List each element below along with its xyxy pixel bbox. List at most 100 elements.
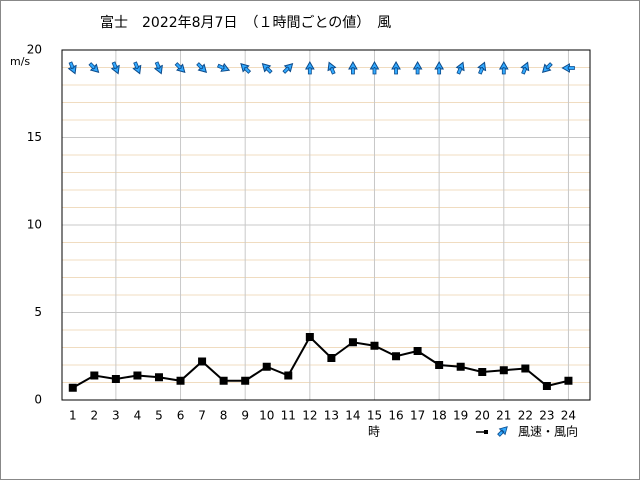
wind-arrow: [369, 60, 380, 75]
marker: [284, 371, 293, 380]
y-tick-label: 15: [27, 130, 42, 144]
wind-arrow: [327, 61, 337, 75]
wind-arrow: [174, 62, 186, 73]
wind-arrow: [477, 61, 487, 75]
marker: [176, 376, 185, 385]
arrow-shaft: [196, 62, 204, 70]
arrow-shaft: [351, 67, 355, 75]
wind-arrow: [412, 60, 423, 75]
arrow-shaft: [282, 66, 290, 74]
arrow-shaft: [265, 66, 273, 74]
marker: [499, 366, 508, 375]
wind-arrow: [348, 60, 358, 75]
arrow-shaft: [243, 66, 252, 74]
marker: [327, 354, 336, 362]
y-tick-label: 5: [34, 305, 42, 319]
arrow-shaft: [478, 66, 485, 75]
marker: [456, 362, 465, 371]
wind-arrow: [520, 61, 530, 75]
arrow-shape: [497, 426, 508, 437]
x-tick-label: 9: [241, 409, 249, 423]
wind-arrow: [216, 62, 231, 72]
x-tick-label: 15: [367, 409, 382, 423]
x-tick-label: 19: [453, 409, 468, 423]
marker: [521, 364, 530, 373]
arrow-shaft: [111, 61, 118, 70]
x-tick-label: 17: [410, 409, 425, 423]
marker: [478, 368, 487, 376]
wind-arrow: [153, 61, 163, 75]
x-tick-label: 20: [475, 409, 490, 423]
wind-arrow: [561, 63, 575, 73]
marker: [413, 347, 422, 355]
wind-arrow: [541, 62, 553, 73]
x-tick-label: 22: [518, 409, 533, 423]
wind-arrow: [196, 62, 208, 73]
wind-arrow: [498, 60, 509, 75]
wind-arrow: [434, 60, 445, 75]
arrow-shaft: [88, 62, 96, 70]
legend-marker: [484, 430, 488, 434]
x-tick-label: 14: [345, 409, 360, 423]
chart-title: 富士 2022年8月7日 （１時間ごとの値） 風: [100, 14, 391, 31]
marker: [90, 371, 99, 380]
x-tick-label: 13: [324, 409, 339, 423]
marker: [219, 376, 228, 385]
marker: [241, 376, 250, 385]
arrow-shaft: [216, 63, 225, 70]
arrow-shaft: [154, 61, 161, 70]
arrow-shaft: [521, 66, 528, 75]
legend-arrow: [497, 426, 508, 437]
marker: [370, 341, 379, 350]
arrow-shaft: [174, 62, 183, 70]
arrow-shaft: [568, 66, 575, 70]
x-tick-label: 10: [259, 409, 274, 423]
x-tick-label: 4: [134, 409, 142, 423]
marker: [133, 371, 142, 380]
x-tick-label: 23: [539, 409, 554, 423]
wind-arrow: [455, 61, 465, 75]
x-tick-label: 24: [561, 409, 576, 423]
marker: [348, 338, 357, 347]
y-axis-label: m/s: [10, 55, 30, 68]
x-tick-label: 6: [177, 409, 185, 423]
arrow-shaft: [307, 67, 312, 75]
marker: [198, 357, 207, 366]
y-tick-label: 10: [27, 218, 42, 232]
arrow-shaft: [501, 67, 506, 75]
arrow-shaft: [415, 67, 420, 75]
x-tick-label: 1: [69, 409, 77, 423]
x-tick-label: 2: [91, 409, 99, 423]
arrow-shaft: [545, 62, 553, 70]
x-tick-label: 7: [198, 409, 206, 423]
arrow-shaft: [456, 66, 463, 75]
marker: [305, 333, 314, 341]
y-tick-label: 20: [27, 43, 42, 57]
arrow-shaft: [329, 66, 336, 75]
x-tick-label: 11: [281, 409, 296, 423]
y-tick-label: 0: [34, 393, 42, 407]
arrow-shaft: [372, 67, 377, 75]
wind-arrow: [261, 63, 273, 74]
x-tick-label: 16: [388, 409, 403, 423]
marker: [154, 373, 163, 382]
arrow-shaft: [68, 61, 75, 70]
wind-arrow: [88, 62, 100, 73]
legend-label: 風速・風向: [518, 424, 578, 439]
x-tick-label: 12: [302, 409, 317, 423]
marker: [435, 361, 444, 369]
arrow-shaft: [437, 67, 442, 75]
marker: [111, 375, 120, 383]
wind-arrow: [282, 63, 294, 74]
x-tick-label: 3: [112, 409, 120, 423]
plot-frame: [61, 49, 591, 401]
x-tick-label: 5: [155, 409, 163, 423]
marker: [564, 376, 573, 385]
arrow-shaft: [394, 67, 398, 75]
wind-arrow: [391, 60, 401, 75]
x-tick-label: 18: [432, 409, 447, 423]
wind-arrow: [240, 63, 252, 74]
marker: [68, 383, 77, 392]
x-axis-label: 時: [368, 425, 380, 439]
